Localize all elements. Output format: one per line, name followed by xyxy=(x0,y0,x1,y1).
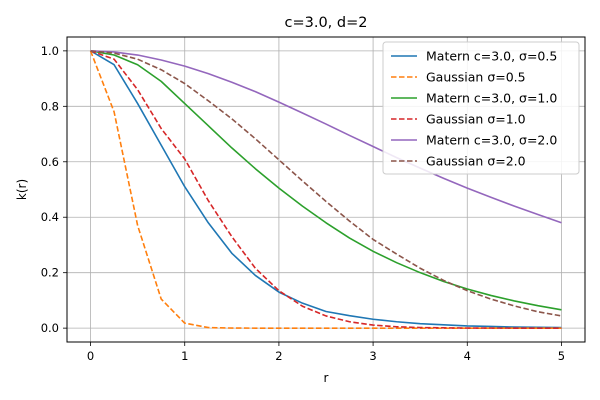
y-tick-label: 0.8 xyxy=(41,99,59,113)
x-tick-label: 1 xyxy=(181,349,188,363)
y-tick-label: 0.4 xyxy=(41,210,59,224)
x-tick-label: 2 xyxy=(275,349,282,363)
legend-label: Matern c=3.0, σ=1.0 xyxy=(426,91,557,106)
x-tick-label: 3 xyxy=(369,349,376,363)
plot-frame xyxy=(66,36,586,343)
legend: Matern c=3.0, σ=0.5 Gaussian σ=0.5 Matern … xyxy=(382,41,580,175)
series-line-1 xyxy=(90,50,562,329)
chart-title: c=3.0, d=2 xyxy=(285,15,368,31)
series-line-2 xyxy=(89,50,562,329)
legend-label: Gaussian σ=0.5 xyxy=(426,70,526,85)
y-tick-label: 1.0 xyxy=(41,44,59,58)
x-tick-label: 4 xyxy=(464,349,471,363)
legend-label: Gaussian σ=1.0 xyxy=(426,112,526,127)
series-line-4 xyxy=(90,50,562,329)
y-tick-label: 0.6 xyxy=(41,155,59,169)
y-tick-label: 0.0 xyxy=(41,321,59,335)
x-tick-label: 5 xyxy=(558,349,565,363)
legend-label: Matern c=3.0, σ=2.0 xyxy=(426,133,557,148)
x-axis-label: r xyxy=(324,371,329,385)
series-line-6 xyxy=(90,50,562,317)
y-tick-label: 0.2 xyxy=(41,266,59,280)
legend-label: Gaussian σ=2.0 xyxy=(426,154,526,169)
y-axis-label: k(r) xyxy=(15,179,29,200)
series-line-3 xyxy=(90,50,562,311)
series-lines xyxy=(89,50,562,329)
y-axis: 0.0 0.2 0.4 0.6 0.8 1.0 xyxy=(41,44,67,335)
x-tick-label: 0 xyxy=(87,349,94,363)
series-line-5 xyxy=(90,50,562,224)
legend-label: Matern c=3.0, σ=0.5 xyxy=(426,49,557,64)
legend-box xyxy=(382,41,580,175)
x-axis: 0 1 2 3 4 5 xyxy=(87,342,565,363)
